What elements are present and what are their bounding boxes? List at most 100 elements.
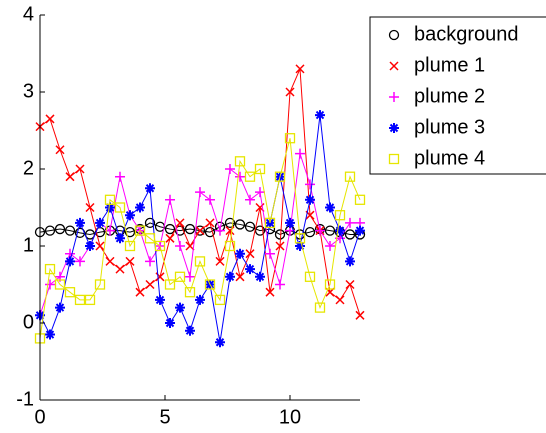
marker [285,87,295,97]
marker [54,279,66,290]
marker [195,294,205,305]
marker [225,226,235,236]
marker [115,264,125,274]
marker [84,294,96,306]
legend-marker [388,29,400,41]
marker [54,223,66,235]
marker [154,240,166,252]
marker [234,156,246,167]
marker [235,272,245,282]
marker [294,233,306,244]
marker [304,271,316,282]
marker [55,302,65,313]
marker [304,226,316,238]
marker [115,233,125,244]
marker [95,217,105,228]
marker [184,223,196,235]
marker [255,187,265,198]
marker [184,287,196,298]
y-tick-label: 1 [23,234,34,256]
marker [124,226,136,238]
marker [145,256,155,267]
marker [165,194,175,205]
marker [85,202,95,213]
marker [314,302,326,313]
marker [285,217,295,228]
marker [205,194,215,205]
marker [75,217,85,228]
marker [135,287,145,297]
legend-label: plume 4 [414,147,485,169]
marker [324,279,336,290]
marker [265,248,275,259]
marker [295,64,305,74]
marker [275,279,285,290]
marker [225,164,235,174]
marker [255,271,265,282]
marker [355,225,365,236]
marker [175,241,185,251]
marker [345,279,355,290]
marker [344,229,356,240]
marker [44,225,56,236]
legend-label: plume 2 [414,85,485,107]
marker [254,163,266,175]
marker [215,337,225,348]
marker [175,218,185,228]
marker [164,223,176,235]
x-tick-label: 5 [159,406,170,428]
marker [145,279,155,290]
y-tick-label: 3 [23,80,34,102]
marker [324,225,336,236]
marker [185,241,195,251]
marker [345,256,355,267]
marker [235,248,245,259]
marker [104,194,116,205]
marker [45,114,55,124]
marker [164,279,176,290]
marker [234,219,246,230]
marker [185,325,195,336]
marker [245,194,255,205]
marker [204,226,216,238]
marker [335,295,345,305]
y-tick-label: 2 [23,157,34,179]
legend-marker [389,123,399,133]
marker [225,271,235,282]
marker [325,202,335,213]
marker [295,148,305,159]
marker [165,233,175,243]
marker [75,164,85,174]
marker [224,217,236,229]
marker [144,217,156,229]
marker [185,271,195,282]
marker [214,294,226,306]
marker [315,110,325,121]
marker [195,226,205,236]
marker [245,264,255,275]
marker [155,294,165,305]
legend-label: background [414,23,519,45]
marker [354,194,366,205]
marker [134,225,146,236]
marker [165,318,175,328]
marker [85,241,95,251]
marker [244,171,256,182]
marker [115,171,125,182]
legend-marker [389,92,399,102]
marker [125,256,135,266]
marker [355,310,365,320]
marker [95,241,105,251]
legend-marker [388,153,400,165]
legend-label: plume 3 [414,116,485,138]
legend-label: plume 1 [414,54,485,76]
marker [45,279,55,290]
y-tick-label: -1 [16,388,34,410]
marker [264,217,276,229]
marker [174,271,186,282]
marker [65,172,75,182]
marker [345,217,355,228]
marker [105,202,115,213]
marker [275,241,285,251]
